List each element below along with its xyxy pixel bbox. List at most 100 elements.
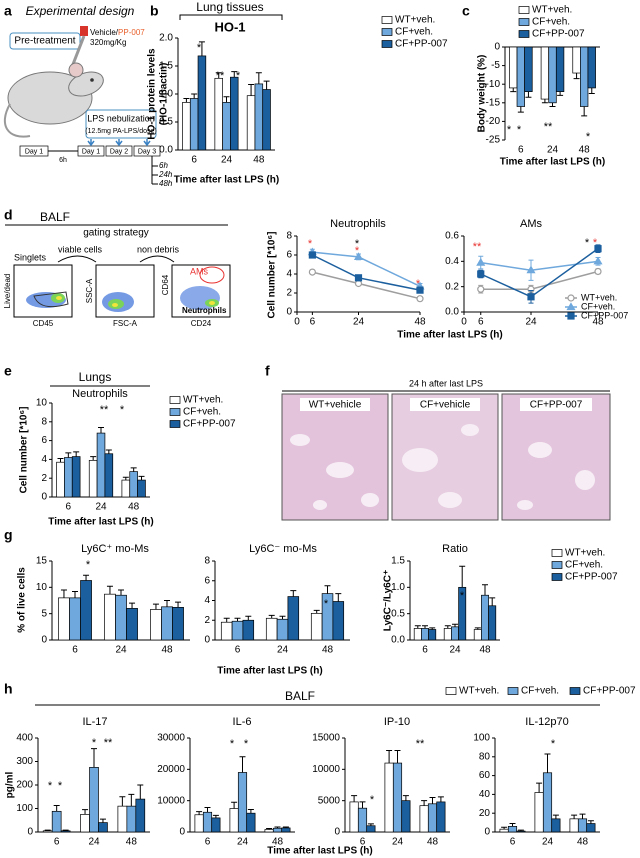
- bar: [104, 453, 114, 498]
- point: [527, 293, 535, 301]
- significance: *: [92, 737, 97, 749]
- y-tick-label: 6: [41, 435, 47, 446]
- bar: [586, 823, 596, 833]
- y-axis-title: Cell number [*10⁶]: [19, 407, 30, 494]
- label-bg: [410, 398, 480, 411]
- bar: [104, 593, 116, 641]
- design-title: Experimental design: [26, 4, 135, 18]
- header-bracket: [179, 14, 283, 20]
- x-tick-label: 48: [579, 145, 591, 156]
- significance: *: [324, 598, 329, 610]
- bar: [202, 811, 213, 833]
- bar: [421, 628, 429, 641]
- error-bar: [119, 796, 126, 807]
- panel-header: BALF: [285, 689, 315, 703]
- error-bar: [313, 609, 320, 614]
- legend-swatch: [551, 549, 563, 557]
- bar: [197, 55, 207, 151]
- chart-title: HO-1: [214, 19, 245, 34]
- legend-swatch: [381, 40, 393, 48]
- error-bar: [489, 597, 496, 606]
- y-tick-label: 10000: [157, 795, 185, 806]
- bar: [310, 612, 323, 641]
- y-tick-label: 2: [41, 473, 47, 484]
- timepoint-label: 48h: [159, 179, 173, 188]
- x-tick-label: 24: [449, 645, 461, 656]
- x-tick-label: 48: [128, 502, 140, 513]
- chart-title: Ratio: [442, 543, 468, 555]
- legend-label: CF+veh.: [395, 27, 433, 38]
- x-tick-label: 48: [592, 317, 604, 328]
- point: [593, 256, 603, 265]
- chart-title: IL-12p70: [525, 716, 568, 728]
- bar: [121, 479, 131, 498]
- bar: [254, 83, 264, 151]
- error-bar: [359, 801, 366, 809]
- error-bar: [587, 820, 594, 824]
- x-tick-label: 6: [510, 837, 516, 848]
- point: [477, 285, 485, 293]
- flow-axis: FSC-A: [113, 319, 138, 328]
- significance: *: [58, 780, 63, 792]
- balf-title: BALF: [40, 210, 70, 224]
- bar: [117, 805, 128, 833]
- y-tick-label: 1.0: [391, 582, 405, 593]
- bar: [413, 628, 422, 641]
- bar: [542, 772, 553, 833]
- error-bar: [437, 796, 444, 802]
- x-tick-label: 48: [272, 837, 284, 848]
- significance: **: [544, 121, 553, 133]
- y-tick-label: 1.5: [391, 556, 405, 567]
- error-bar: [234, 617, 241, 622]
- gate-label: Neutrophils: [182, 306, 227, 315]
- error-bar: [444, 625, 451, 629]
- point: [308, 268, 316, 276]
- x-tick-label: 48: [427, 837, 439, 848]
- x-tick-label: 6: [360, 837, 366, 848]
- bar: [98, 822, 108, 833]
- y-tick-label: 0.5: [159, 117, 173, 128]
- x-tick-label: 48: [577, 837, 589, 848]
- pretreatment-label: Pre-treatment: [14, 36, 75, 47]
- error-bar: [183, 97, 190, 103]
- point: [416, 286, 424, 294]
- chart-title: AMs: [520, 218, 543, 230]
- legend-swatch: [518, 18, 530, 26]
- x-tick-label: 48: [253, 155, 265, 166]
- histology: 24 h after last LPS WT+vehicle CF+vehicl…: [281, 378, 611, 521]
- y-tick-label: 10: [36, 398, 48, 409]
- flow-cloud: [56, 296, 62, 300]
- bar: [56, 461, 65, 498]
- error-bar: [98, 426, 104, 434]
- day-label: Day 1: [82, 148, 100, 155]
- legend-swatch: [381, 16, 393, 24]
- significance: *: [120, 404, 125, 416]
- point: [477, 270, 485, 278]
- bar: [524, 46, 533, 92]
- flow-cloud: [209, 301, 215, 305]
- y-tick-label: 80: [479, 751, 491, 762]
- error-bar: [517, 106, 524, 113]
- significance: *: [551, 738, 556, 750]
- bar: [366, 825, 376, 833]
- legend-label: CF+veh.: [565, 560, 603, 571]
- error-bar: [263, 80, 270, 90]
- day-box: [19, 145, 49, 157]
- significance: *: [585, 237, 590, 249]
- x-axis-title: Time after last LPS (h): [397, 330, 502, 341]
- error-bar: [557, 91, 564, 96]
- error-bar: [60, 589, 67, 598]
- y-tick-label: 4: [204, 595, 210, 606]
- y-axis-title: pg/ml: [5, 771, 16, 798]
- error-bar: [245, 615, 252, 621]
- bar: [357, 807, 368, 833]
- bar: [214, 77, 223, 151]
- significance: *: [586, 131, 591, 143]
- bar: [458, 586, 467, 641]
- error-bar: [549, 102, 556, 108]
- bar: [246, 95, 256, 151]
- error-bar: [452, 623, 458, 627]
- legend-marker: [566, 302, 576, 311]
- mouse-tail: [3, 103, 31, 138]
